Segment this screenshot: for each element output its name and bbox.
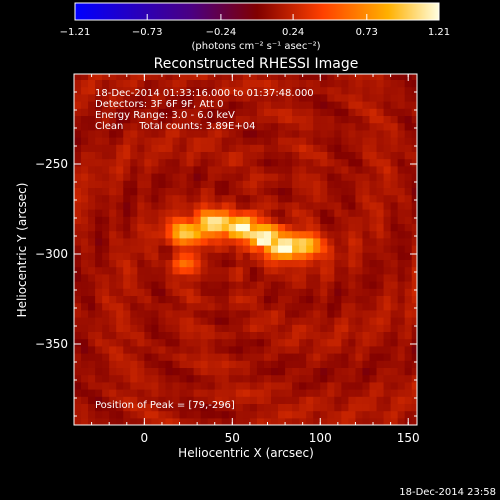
annotation-detectors: Detectors: 3F 6F 9F, Att 0 <box>95 99 223 110</box>
y-axis: −250 −300 −350 <box>35 73 417 417</box>
y-tick-label: −300 <box>35 247 68 261</box>
colorbar-tick-label: 1.21 <box>428 27 450 38</box>
colorbar-tick-label: −0.73 <box>132 27 163 38</box>
y-axis-label: Heliocentric Y (arcsec) <box>15 183 29 318</box>
y-tick-label: −250 <box>35 157 68 171</box>
footer-timestamp: 18-Dec-2014 23:58 <box>399 487 496 498</box>
annotation-time-range: 18-Dec-2014 01:33:16.000 to 01:37:48.000 <box>95 88 314 99</box>
annotation-clean-counts: Clean Total counts: 3.89E+04 <box>95 121 255 132</box>
annotation-energy-range: Energy Range: 3.0 - 6.0 keV <box>95 110 235 121</box>
peak-position-label: Position of Peak = [79,-296] <box>95 400 235 411</box>
colorbar-tick-label: 0.24 <box>282 27 304 38</box>
heatmap-image <box>74 74 417 425</box>
x-axis: 0 50 100 150 <box>73 74 420 445</box>
colorbar-tick-label: −1.21 <box>60 27 91 38</box>
chart-title: Reconstructed RHESSI Image <box>154 56 359 72</box>
colorbar-tick-label: −0.24 <box>206 27 237 38</box>
x-axis-label: Heliocentric X (arcsec) <box>178 446 314 460</box>
plot-frame <box>73 73 418 426</box>
x-tick-label: 50 <box>225 431 240 445</box>
colorbar-tick-label: 0.73 <box>356 27 378 38</box>
x-tick-label: 150 <box>397 431 420 445</box>
x-tick-label: 0 <box>141 431 149 445</box>
colorbar-ticks: −1.21 −0.73 −0.24 0.24 0.73 1.21 <box>60 14 450 38</box>
colorbar-unit-label: (photons cm⁻² s⁻¹ asec⁻²) <box>191 41 320 52</box>
y-tick-label: −350 <box>35 337 68 351</box>
x-tick-label: 100 <box>309 431 332 445</box>
colorbar <box>74 2 440 21</box>
